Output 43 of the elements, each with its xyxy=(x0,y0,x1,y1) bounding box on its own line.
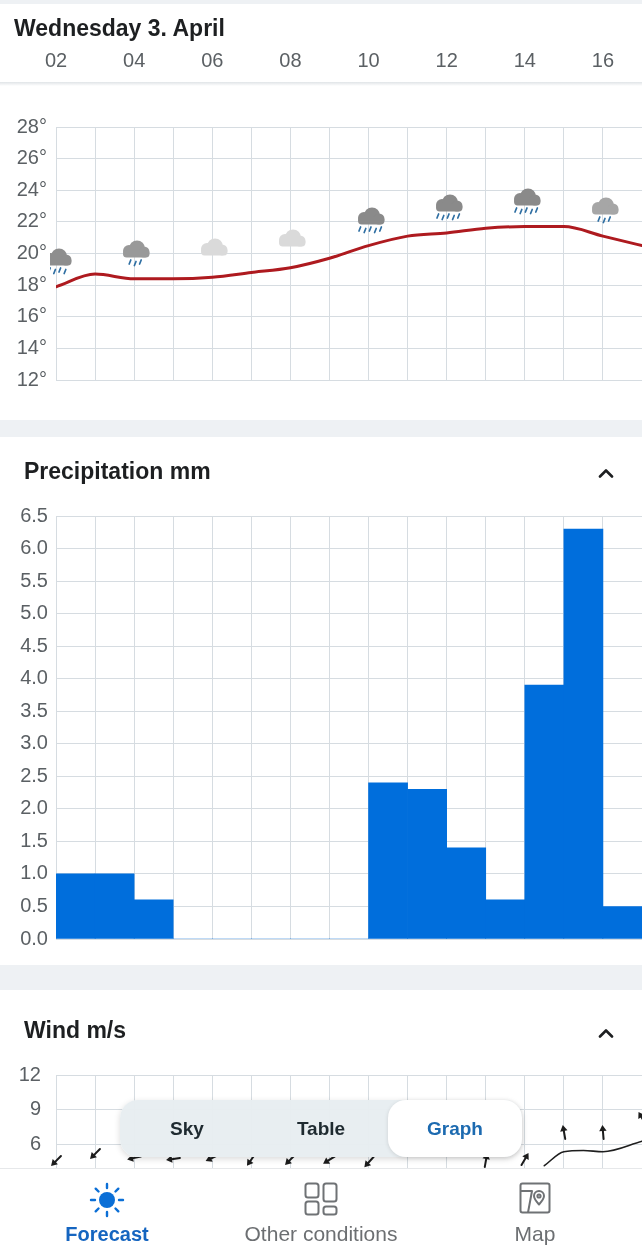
x-tick-label: 02 xyxy=(44,48,68,71)
y-tick-label: 3.0 xyxy=(20,731,48,754)
annotation: Sky xyxy=(170,1118,204,1139)
y-tick-label: 4.0 xyxy=(20,666,48,689)
y-tick-label: 2.5 xyxy=(20,763,48,786)
y-tick-label: 6.5 xyxy=(20,503,48,526)
y-tick-label: 26° xyxy=(16,146,47,169)
y-tick-label: 0.5 xyxy=(20,893,48,916)
x-tick-label: 08 xyxy=(279,48,302,71)
y-tick-label: 5.5 xyxy=(20,568,48,591)
y-tick-label: 5.0 xyxy=(20,601,48,624)
y-tick-label: 6 xyxy=(29,1132,41,1155)
y-tick-label: 20° xyxy=(16,241,47,264)
y-tick-label: 28° xyxy=(16,114,47,137)
y-tick-label: 18° xyxy=(16,272,47,295)
y-tick-label: 22° xyxy=(16,209,47,232)
annotation: Graph xyxy=(427,1118,483,1139)
chart-title: Wind m/s xyxy=(24,1016,127,1044)
y-tick-label: 6.0 xyxy=(20,536,48,559)
y-tick-label: 1.5 xyxy=(20,828,48,851)
chart-title: Wednesday 3. April xyxy=(14,15,225,42)
y-tick-label: 14° xyxy=(16,335,47,358)
y-tick-label: 4.5 xyxy=(20,633,48,656)
x-tick-label: 10 xyxy=(357,48,380,71)
y-tick-label: 24° xyxy=(16,177,47,200)
y-tick-label: 16° xyxy=(16,304,47,327)
y-tick-label: 1.0 xyxy=(20,861,48,884)
chart-title: Precipitation mm xyxy=(24,457,211,485)
y-tick-label: 0.0 xyxy=(20,926,48,949)
y-tick-label: 3.5 xyxy=(20,698,48,721)
annotation: Table xyxy=(296,1118,346,1139)
text: Other conditions xyxy=(244,1222,398,1245)
y-tick-label: 12 xyxy=(18,1062,41,1085)
y-tick-label: 2.0 xyxy=(20,796,48,819)
x-tick-label: 06 xyxy=(201,48,224,71)
text: Forecast xyxy=(65,1223,149,1245)
x-tick-label: 14 xyxy=(513,48,536,71)
x-tick-label: 16 xyxy=(591,48,615,71)
y-tick-label: 12° xyxy=(16,367,47,390)
x-tick-label: 12 xyxy=(435,48,458,71)
text: Map xyxy=(514,1222,556,1245)
y-tick-label: 9 xyxy=(29,1097,41,1120)
x-tick-label: 04 xyxy=(123,48,146,71)
